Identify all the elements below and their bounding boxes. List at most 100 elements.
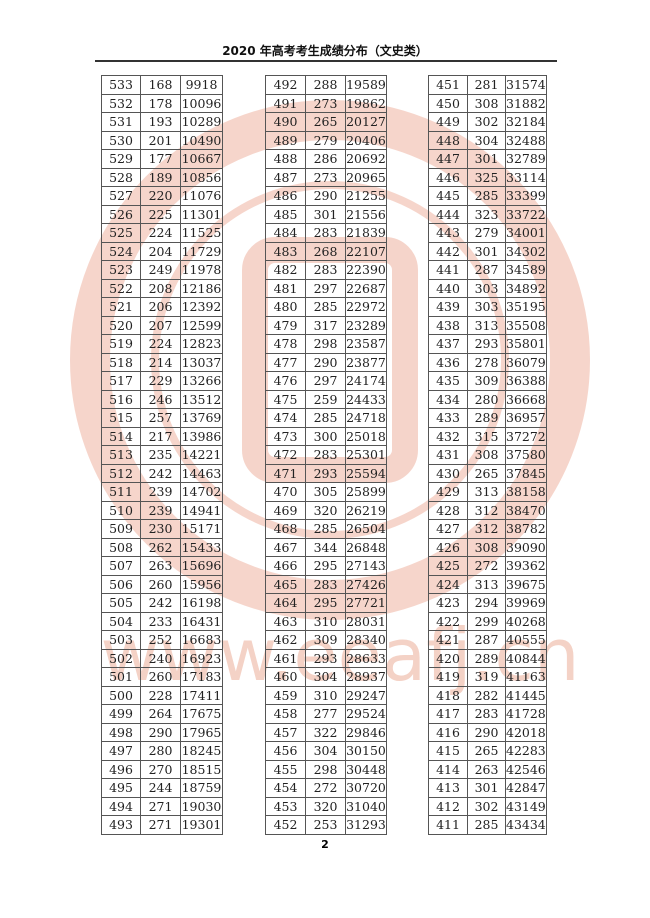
table-row: 515 257 13769: [101, 408, 223, 428]
score-cell: 521: [101, 297, 141, 317]
table-row: 486 290 21255: [265, 186, 387, 206]
table-row: 437 293 35801: [428, 334, 547, 354]
table-row: 494 271 19030: [101, 796, 223, 816]
score-cell: 445: [428, 186, 468, 206]
table-row: 467 344 26848: [265, 537, 387, 557]
score-cell: 492: [265, 75, 306, 95]
score-cell: 425: [428, 556, 468, 576]
score-cell: 442: [428, 241, 468, 261]
table-row: 436 278 36079: [428, 352, 547, 372]
score-cell: 450: [428, 93, 468, 113]
cumulative-cell: 34302: [505, 241, 547, 261]
score-cell: 411: [428, 815, 468, 835]
cumulative-cell: 22972: [345, 297, 387, 317]
score-cell: 433: [428, 408, 468, 428]
count-cell: 300: [305, 426, 346, 446]
table-row: 505 242 16198: [101, 593, 223, 613]
cumulative-cell: 22107: [345, 241, 387, 261]
score-cell: 473: [265, 426, 306, 446]
count-cell: 270: [140, 759, 181, 779]
table-row: 484 283 21839: [265, 223, 387, 243]
count-cell: 303: [467, 297, 506, 317]
count-cell: 242: [140, 593, 181, 613]
score-cell: 461: [265, 648, 306, 668]
cumulative-cell: 36079: [505, 352, 547, 372]
score-cell: 466: [265, 556, 306, 576]
score-cell: 417: [428, 704, 468, 724]
score-cell: 487: [265, 167, 306, 187]
score-cell: 529: [101, 149, 141, 169]
cumulative-cell: 17965: [180, 722, 223, 742]
score-cell: 490: [265, 112, 306, 132]
table-row: 420 289 40844: [428, 648, 547, 668]
cumulative-cell: 20127: [345, 112, 387, 132]
score-cell: 502: [101, 648, 141, 668]
score-cell: 428: [428, 500, 468, 520]
count-cell: 263: [140, 556, 181, 576]
count-cell: 249: [140, 260, 181, 280]
count-cell: 264: [140, 704, 181, 724]
cumulative-cell: 25899: [345, 482, 387, 502]
cumulative-cell: 39675: [505, 574, 547, 594]
table-row: 433 289 36957: [428, 408, 547, 428]
score-cell: 471: [265, 463, 306, 483]
score-cell: 458: [265, 704, 306, 724]
table-row: 415 265 42283: [428, 741, 547, 761]
score-cell: 520: [101, 315, 141, 335]
cumulative-cell: 27426: [345, 574, 387, 594]
table-row: 453 320 31040: [265, 796, 387, 816]
cumulative-cell: 10096: [180, 93, 223, 113]
cumulative-cell: 12599: [180, 315, 223, 335]
score-cell: 452: [265, 815, 306, 835]
count-cell: 272: [467, 556, 506, 576]
cumulative-cell: 13512: [180, 389, 223, 409]
count-cell: 260: [140, 574, 181, 594]
table-row: 508 262 15433: [101, 537, 223, 557]
table-row: 472 283 25301: [265, 445, 387, 465]
table-row: 456 304 30150: [265, 741, 387, 761]
count-cell: 265: [305, 112, 346, 132]
table-row: 506 260 15956: [101, 574, 223, 594]
cumulative-cell: 10856: [180, 167, 223, 187]
table-row: 527 220 11076: [101, 186, 223, 206]
cumulative-cell: 11301: [180, 204, 223, 224]
score-cell: 419: [428, 667, 468, 687]
count-cell: 260: [140, 667, 181, 687]
count-cell: 282: [467, 685, 506, 705]
table-row: 428 312 38470: [428, 500, 547, 520]
count-cell: 289: [467, 648, 506, 668]
score-cell: 481: [265, 278, 306, 298]
score-cell: 438: [428, 315, 468, 335]
count-cell: 283: [305, 223, 346, 243]
score-cell: 454: [265, 778, 306, 798]
count-cell: 312: [467, 519, 506, 539]
table-row: 444 323 33722: [428, 204, 547, 224]
count-cell: 224: [140, 223, 181, 243]
cumulative-cell: 24433: [345, 389, 387, 409]
table-row: 468 285 26504: [265, 519, 387, 539]
cumulative-cell: 15696: [180, 556, 223, 576]
count-cell: 290: [467, 722, 506, 742]
count-cell: 322: [305, 722, 346, 742]
table-row: 497 280 18245: [101, 741, 223, 761]
table-row: 441 287 34589: [428, 260, 547, 280]
score-cell: 532: [101, 93, 141, 113]
table-row: 423 294 39969: [428, 593, 547, 613]
cumulative-cell: 15433: [180, 537, 223, 557]
cumulative-cell: 37272: [505, 426, 547, 446]
cumulative-cell: 40844: [505, 648, 547, 668]
score-cell: 506: [101, 574, 141, 594]
count-cell: 242: [140, 463, 181, 483]
cumulative-cell: 11729: [180, 241, 223, 261]
cumulative-cell: 17183: [180, 667, 223, 687]
cumulative-cell: 28340: [345, 630, 387, 650]
score-cell: 451: [428, 75, 468, 95]
table-row: 457 322 29846: [265, 722, 387, 742]
score-cell: 493: [101, 815, 141, 835]
table-row: 499 264 17675: [101, 704, 223, 724]
table-row: 507 263 15696: [101, 556, 223, 576]
cumulative-cell: 26848: [345, 537, 387, 557]
score-cell: 413: [428, 778, 468, 798]
table-row: 521 206 12392: [101, 297, 223, 317]
count-cell: 297: [305, 278, 346, 298]
